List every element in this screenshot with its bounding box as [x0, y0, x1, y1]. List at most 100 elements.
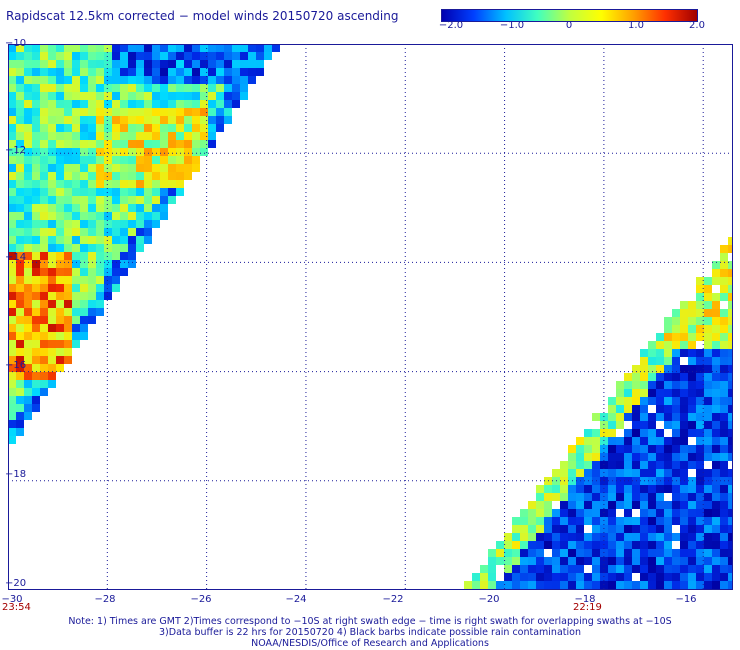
- wind-cell: [32, 388, 40, 396]
- wind-cell: [64, 292, 72, 300]
- wind-cell: [40, 76, 48, 84]
- wind-cell: [696, 325, 704, 333]
- wind-cell: [616, 413, 624, 421]
- wind-cell: [168, 124, 176, 132]
- wind-cell: [24, 316, 32, 324]
- wind-cell: [16, 244, 24, 252]
- wind-cell: [16, 132, 24, 140]
- wind-cell: [24, 124, 32, 132]
- colorbar-tick: −2.0: [438, 20, 464, 31]
- wind-cell: [672, 405, 680, 413]
- wind-cell: [608, 565, 616, 573]
- wind-cell: [96, 276, 104, 284]
- wind-cell: [680, 517, 688, 525]
- wind-cell: [160, 188, 168, 196]
- wind-cell: [32, 268, 40, 276]
- wind-cell: [696, 557, 704, 565]
- wind-cell: [648, 373, 656, 381]
- wind-cell: [192, 148, 200, 156]
- wind-cell: [240, 52, 248, 60]
- wind-cell: [608, 557, 616, 565]
- wind-cell: [104, 60, 112, 68]
- wind-cell: [16, 44, 24, 52]
- wind-cell: [112, 108, 120, 116]
- wind-cell: [144, 196, 152, 204]
- wind-cell: [80, 196, 88, 204]
- wind-cell: [208, 132, 216, 140]
- wind-cell: [56, 324, 64, 332]
- wind-cell: [472, 573, 480, 581]
- wind-cell: [664, 581, 672, 589]
- wind-cell: [192, 68, 200, 76]
- wind-cell: [712, 525, 720, 533]
- wind-cell: [504, 581, 512, 589]
- wind-cell: [72, 140, 80, 148]
- wind-cell: [712, 405, 720, 413]
- wind-cell: [664, 413, 672, 421]
- wind-cell: [664, 333, 672, 341]
- wind-cell: [688, 485, 696, 493]
- wind-cell: [88, 68, 96, 76]
- wind-cell: [64, 268, 72, 276]
- wind-cell: [176, 156, 184, 164]
- wind-cell: [64, 156, 72, 164]
- wind-cell: [80, 76, 88, 84]
- wind-cell: [24, 68, 32, 76]
- wind-cell: [8, 380, 16, 388]
- wind-cell: [40, 212, 48, 220]
- wind-cell: [504, 557, 512, 565]
- wind-cell: [152, 92, 160, 100]
- wind-cell: [128, 188, 136, 196]
- wind-cell: [720, 429, 728, 437]
- wind-cell: [536, 517, 544, 525]
- wind-cell: [120, 84, 128, 92]
- wind-cell: [8, 60, 16, 68]
- wind-cell: [56, 356, 64, 364]
- wind-cell: [168, 164, 176, 172]
- wind-cell: [544, 533, 552, 541]
- wind-cell: [584, 445, 592, 453]
- wind-cell: [24, 348, 32, 356]
- wind-cell: [648, 357, 656, 365]
- wind-cell: [728, 445, 733, 453]
- wind-cell: [520, 541, 528, 549]
- wind-cell: [104, 124, 112, 132]
- wind-cell: [664, 405, 672, 413]
- wind-cell: [704, 405, 712, 413]
- wind-cell: [680, 461, 688, 469]
- wind-cell: [128, 196, 136, 204]
- wind-cell: [664, 365, 672, 373]
- wind-cell: [568, 533, 576, 541]
- wind-cell: [264, 52, 272, 60]
- wind-cell: [224, 76, 232, 84]
- wind-cell: [16, 268, 24, 276]
- wind-cell: [664, 349, 672, 357]
- wind-cell: [656, 381, 664, 389]
- wind-cell: [528, 509, 536, 517]
- wind-cell: [112, 180, 120, 188]
- wind-cell: [64, 60, 72, 68]
- wind-cell: [248, 44, 256, 52]
- wind-cell: [112, 204, 120, 212]
- wind-cell: [136, 244, 144, 252]
- wind-cell: [24, 148, 32, 156]
- map-title: Rapidscat 12.5km corrected − model winds…: [6, 9, 399, 23]
- wind-cell: [136, 180, 144, 188]
- wind-cell: [200, 148, 208, 156]
- wind-cell: [104, 156, 112, 164]
- wind-cell: [112, 268, 120, 276]
- wind-cell: [160, 100, 168, 108]
- wind-cell: [272, 44, 280, 52]
- wind-cell: [656, 333, 664, 341]
- wind-cell: [536, 501, 544, 509]
- wind-cell: [560, 533, 568, 541]
- wind-cell: [664, 493, 672, 501]
- wind-cell: [704, 373, 712, 381]
- wind-cell: [696, 517, 704, 525]
- wind-cell: [720, 301, 728, 309]
- wind-cell: [688, 293, 696, 301]
- wind-cell: [632, 381, 640, 389]
- wind-cell: [8, 372, 16, 380]
- wind-cell: [712, 421, 720, 429]
- wind-cell: [16, 76, 24, 84]
